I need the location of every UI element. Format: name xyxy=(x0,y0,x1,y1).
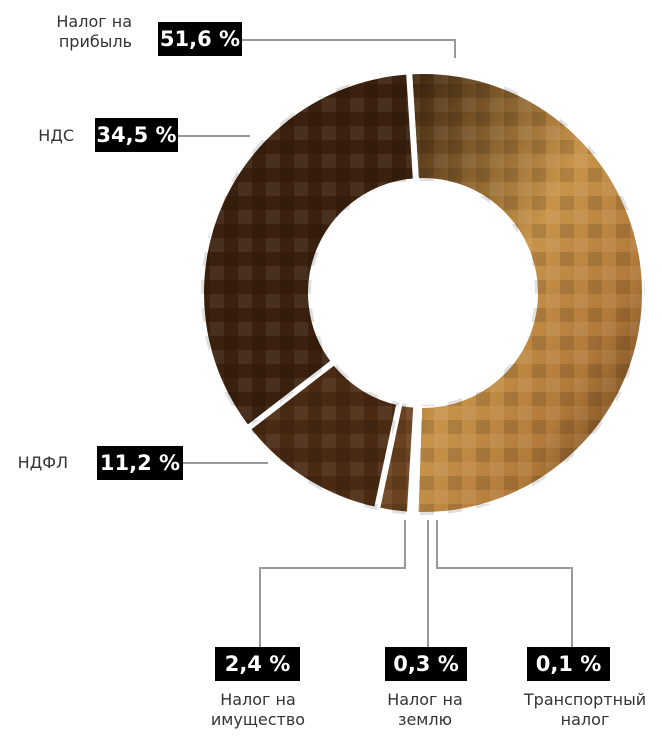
category-label: Налог на прибыль xyxy=(56,12,132,51)
segment-texture xyxy=(247,361,400,511)
segment-texture xyxy=(201,71,416,429)
value-label: 0,1 % xyxy=(527,647,610,681)
leader-line xyxy=(436,520,573,647)
category-label: Налог на имущество xyxy=(210,690,306,729)
value-label: 0,3 % xyxy=(385,647,467,681)
segment-texture xyxy=(409,71,645,516)
category-label: Налог на землю xyxy=(387,690,463,729)
segment-texture xyxy=(376,402,417,515)
category-label: НДС xyxy=(38,126,74,145)
value-label: 51,6 % xyxy=(158,22,242,56)
category-label: Транспортный налог xyxy=(523,690,647,729)
value-label: 2,4 % xyxy=(215,647,300,681)
value-label: 34,5 % xyxy=(95,118,178,152)
leader-line xyxy=(259,520,406,647)
leader-line xyxy=(242,39,456,58)
value-label: 11,2 % xyxy=(97,446,183,480)
category-label: НДФЛ xyxy=(17,453,68,472)
